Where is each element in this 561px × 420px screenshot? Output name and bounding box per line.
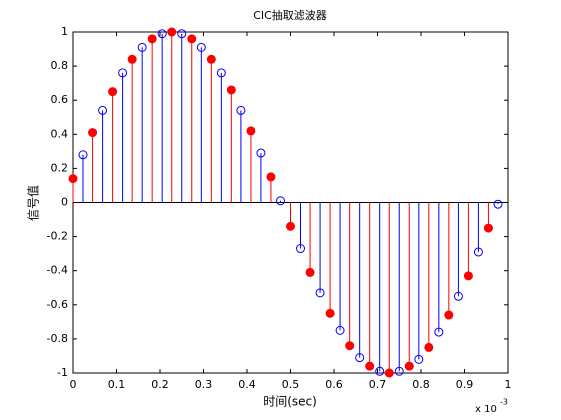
stem-marker	[296, 244, 306, 254]
y-tick-label: -0.6	[47, 298, 68, 311]
stem-marker	[355, 353, 365, 363]
stem-marker	[206, 54, 216, 64]
y-tick-label: 0.8	[51, 59, 69, 72]
stem-marker	[177, 29, 187, 39]
x-axis-label: 时间(sec)	[263, 395, 317, 409]
stem-marker	[88, 128, 98, 138]
stem-marker	[286, 221, 295, 231]
stem-marker	[473, 247, 483, 257]
stem-marker	[434, 327, 444, 337]
x-tick-label: 0.8	[412, 378, 430, 391]
stem-marker	[365, 361, 375, 371]
x-tick-label: 0	[70, 378, 77, 391]
stem-marker	[375, 366, 385, 376]
stem-marker	[246, 126, 256, 136]
stem-marker	[196, 42, 206, 52]
stem-marker	[68, 174, 78, 184]
stem-marker	[98, 105, 108, 115]
stem-marker	[187, 34, 197, 44]
y-tick-label: 1	[61, 25, 68, 38]
stem-marker	[305, 267, 315, 277]
stem-marker	[493, 199, 503, 209]
stem-marker	[147, 34, 157, 44]
x-tick-label: 1	[505, 378, 512, 391]
stem-marker	[108, 87, 118, 97]
x-tick-label: 0.1	[108, 378, 126, 391]
stem-marker	[78, 150, 88, 160]
y-tick-label: -1	[57, 366, 68, 379]
stem-marker	[266, 172, 276, 182]
stem-marker	[345, 341, 355, 351]
y-tick-label: 0.2	[51, 161, 69, 174]
axis-multiplier: x 10	[475, 404, 497, 415]
stem-marker	[315, 288, 325, 298]
x-tick-label: 0.7	[369, 378, 387, 391]
stem-marker	[236, 105, 246, 115]
stem-marker	[167, 27, 177, 37]
stem-marker	[335, 325, 345, 335]
x-tick-label: 0.5	[282, 378, 300, 391]
stem-marker	[216, 68, 226, 78]
chart-title: CIC抽取滤波器	[253, 8, 327, 22]
stem-marker	[384, 368, 394, 378]
stem-marker	[137, 42, 147, 52]
stem-marker	[157, 29, 167, 39]
stem-marker	[463, 271, 473, 281]
stem-marker	[444, 310, 454, 320]
stem-marker	[325, 308, 335, 318]
y-tick-label: 0.6	[51, 93, 69, 106]
x-tick-label: 0.6	[325, 378, 343, 391]
stem-marker	[404, 361, 414, 371]
axis-multiplier-exponent: -3	[500, 398, 508, 407]
y-tick-label: -0.4	[47, 264, 68, 277]
stem-marker	[118, 68, 128, 78]
stem-marker	[256, 148, 266, 158]
y-tick-label: -0.2	[47, 230, 68, 243]
stem-marker	[483, 223, 493, 233]
stem-marker	[414, 354, 424, 364]
stem-marker	[424, 342, 434, 352]
stem-marker	[394, 366, 404, 376]
y-axis-label: 信号值	[26, 185, 41, 221]
stem-marker	[226, 85, 236, 95]
y-tick-label: -0.8	[47, 332, 68, 345]
x-tick-label: 0.2	[151, 378, 169, 391]
stem-marker	[127, 54, 137, 64]
stem-marker	[453, 291, 463, 301]
y-tick-label: 0.4	[51, 127, 69, 140]
x-tick-label: 0.3	[195, 378, 213, 391]
x-tick-label: 0.4	[238, 378, 256, 391]
stem-marker	[275, 196, 285, 206]
y-tick-label: 0	[61, 196, 68, 209]
x-tick-label: 0.9	[456, 378, 474, 391]
